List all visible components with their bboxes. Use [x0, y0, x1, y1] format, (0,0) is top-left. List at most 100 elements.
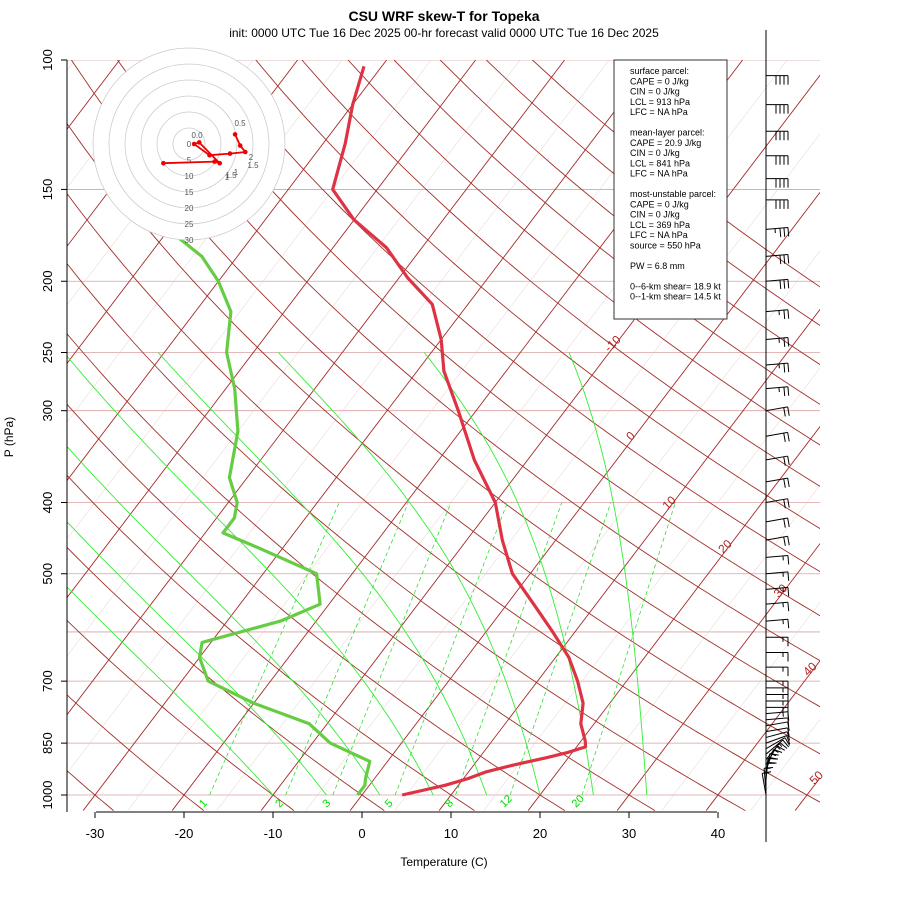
info-line: source = 550 hPa [630, 240, 701, 250]
profile-lines [178, 65, 588, 797]
wind-barb-staff [765, 586, 788, 590]
wind-barb-half-flag [778, 742, 783, 748]
wind-barb-flag [783, 363, 786, 373]
wind-barb-staff [765, 742, 781, 760]
hodograph-ring [140, 95, 238, 193]
mixing-ratio-label: 1 [197, 797, 210, 810]
isotherm-minor-line [305, 133, 820, 811]
wind-barb-flag [783, 407, 786, 417]
wind-barb [765, 431, 790, 443]
info-line: CAPE = 0 J/kg [630, 199, 689, 209]
x-tick-label: 20 [533, 826, 547, 841]
y-tick-label: 400 [40, 492, 55, 514]
wind-barb [765, 535, 790, 546]
wind-barb [766, 75, 789, 85]
isotherm-label: 0 [623, 428, 638, 443]
mixing-ratio-line [581, 502, 676, 796]
dry-adiabat [67, 619, 295, 811]
hodograph-ring-label: 5 [187, 156, 192, 165]
axes: -30 -20 -10 0 10 20 30 401001502002503004005007… [40, 49, 725, 841]
moist-adiabat [157, 352, 488, 796]
x-tick-label: -20 [175, 826, 194, 841]
wind-barb-flag [783, 387, 786, 397]
isotherm-line [82, 60, 654, 811]
dry-adiabat [209, 60, 820, 573]
wind-barb-flag [787, 386, 790, 396]
chart-subtitle: init: 0000 UTC Tue 16 Dec 2025 00-hr for… [229, 26, 659, 40]
wind-barb [765, 455, 790, 466]
wind-barb-staff [765, 711, 788, 715]
y-tick-label: 200 [40, 270, 55, 292]
wind-barb [765, 717, 790, 727]
wind-barb-flag [779, 742, 788, 749]
wind-barb-flag [787, 727, 790, 737]
x-tick-label: -30 [86, 826, 105, 841]
dry-adiabat [393, 60, 820, 405]
hodograph-ring-label: 0 [187, 140, 192, 149]
wind-barb [766, 178, 789, 188]
wind-barb-flag [787, 555, 790, 565]
isotherm-line [705, 660, 820, 811]
isotherm-line [438, 308, 820, 811]
mixing-ratio-line [394, 502, 508, 796]
wind-barb-flag [783, 478, 786, 488]
wind-barb-flag [783, 518, 786, 528]
dry-adiabat [67, 192, 820, 803]
dry-adiabat [67, 474, 475, 811]
wind-barb-half-flag [776, 746, 781, 750]
wind-barb [766, 666, 789, 677]
wind-barb [765, 309, 790, 320]
dry-adiabat [439, 60, 820, 366]
hodograph-ring-label: 10 [185, 172, 194, 181]
y-tick-label: 850 [40, 732, 55, 754]
mixing-ratio-label: 8 [443, 797, 456, 810]
x-tick-label: 30 [622, 826, 636, 841]
wind-barb-flag [787, 455, 790, 466]
hodograph-ring [172, 127, 206, 161]
dry-adiabat [67, 122, 820, 755]
wind-barb [765, 727, 790, 737]
wind-barb [766, 680, 789, 691]
isotherm-minor-line [661, 601, 820, 811]
wind-barb-flag [776, 745, 786, 751]
info-line: LFC = NA hPa [630, 107, 688, 117]
temperature-profile [331, 65, 588, 797]
wind-barb-flag [787, 602, 790, 612]
mixing-ratio-label: 3 [320, 797, 333, 810]
wind-barb-flag [783, 536, 786, 546]
wind-barb-staff [765, 721, 788, 727]
isotherm-minor-line [67, 60, 610, 774]
wind-barb-staff [765, 431, 788, 437]
dry-adiabat [67, 770, 114, 811]
moist-adiabat [423, 352, 594, 796]
wind-barb [766, 700, 789, 711]
hodograph-ring [92, 47, 286, 241]
isotherm-minor-line [67, 60, 165, 189]
info-line: LFC = NA hPa [630, 169, 688, 179]
wind-barb-flag [787, 254, 790, 264]
isotherm-minor-line [67, 60, 521, 657]
hodograph-point-label: 1 [234, 168, 239, 177]
moist-adiabat [67, 521, 327, 796]
x-axis-label: Temperature (C) [400, 855, 487, 869]
wind-barb-flag [787, 363, 790, 373]
hodograph-ring [124, 79, 254, 209]
wind-barb-staff [765, 337, 788, 340]
y-tick-label: 700 [40, 670, 55, 692]
wind-barb [765, 731, 791, 741]
wind-barb-flag [787, 517, 790, 527]
wind-barb-flag [787, 309, 790, 319]
isotherm-line [67, 60, 565, 716]
info-line: most-unstable parcel: [630, 189, 716, 199]
background-grid [67, 60, 820, 811]
chart-title: CSU WRF skew-T for Topeka [348, 8, 539, 24]
hodograph-ring [108, 63, 270, 225]
wind-barb-staff [765, 517, 788, 523]
isotherm-label: 50 [807, 768, 827, 788]
wind-barb-staff [765, 226, 788, 230]
wind-barb-flag [787, 536, 790, 546]
wind-barb-flag [779, 255, 782, 265]
